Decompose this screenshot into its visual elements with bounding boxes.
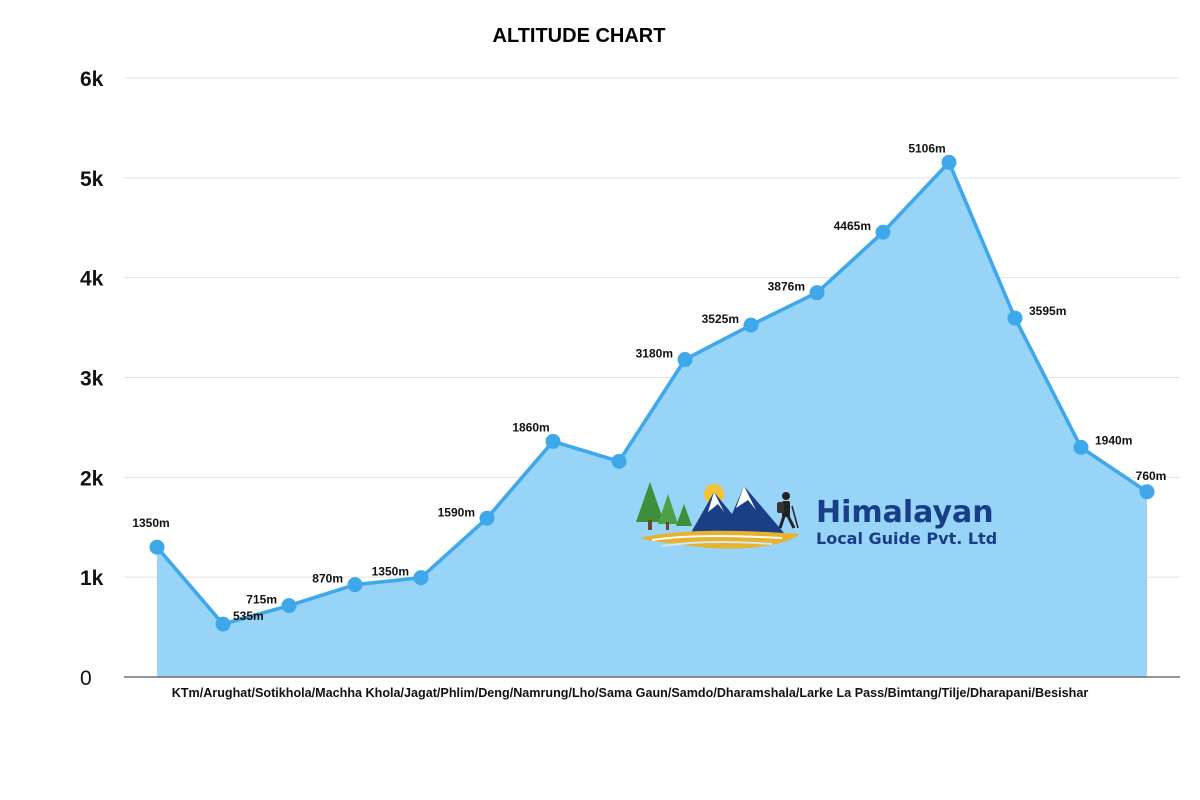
company-logo: Himalayan Local Guide Pvt. Ltd <box>636 482 997 549</box>
data-label: 1350m <box>132 516 169 530</box>
data-point <box>479 510 495 526</box>
data-point <box>809 285 825 301</box>
y-tick-label: 1k <box>80 567 104 590</box>
data-label: 3180m <box>636 347 673 361</box>
data-points <box>149 154 1155 632</box>
data-label: 5106m <box>908 141 945 155</box>
data-label: 760m <box>1136 469 1167 483</box>
chart-title: ALTITUDE CHART <box>493 25 666 47</box>
x-axis-labels: KTm/Arughat/Sotikhola/Machha Khola/Jagat… <box>172 686 1089 700</box>
series-line-layer <box>155 160 1149 626</box>
data-point <box>677 352 693 368</box>
data-label: 3876m <box>768 280 805 294</box>
data-point <box>941 154 957 170</box>
y-tick-label: 5k <box>80 168 104 191</box>
data-label: 1590m <box>438 505 475 519</box>
data-point <box>215 616 231 632</box>
data-point <box>875 224 891 240</box>
data-point <box>1007 310 1023 326</box>
data-label: 3525m <box>702 312 739 326</box>
data-point <box>611 453 627 469</box>
data-point <box>347 577 363 593</box>
y-tick-label: 0 <box>80 667 92 690</box>
area-fill <box>157 162 1147 678</box>
data-label: 715m <box>246 593 277 607</box>
y-tick-label: 4k <box>80 268 104 291</box>
logo-title: Himalayan <box>816 495 994 530</box>
y-tick-label: 2k <box>80 467 104 490</box>
trees-icon <box>636 482 692 530</box>
area-fill-layer <box>157 162 1147 678</box>
data-point <box>545 433 561 449</box>
y-tick-label: 3k <box>80 368 104 391</box>
mountain-icon <box>688 484 790 540</box>
river-icon <box>640 530 800 549</box>
data-label: 1940m <box>1095 433 1132 447</box>
data-label: 1350m <box>372 565 409 579</box>
data-point <box>281 598 297 614</box>
y-axis-ticks: 0 1k 2k 3k 4k 5k 6k <box>80 68 104 690</box>
hiker-icon <box>777 492 799 529</box>
data-label: 3595m <box>1029 304 1066 318</box>
data-label: 1860m <box>512 420 549 434</box>
data-label: 870m <box>312 572 343 586</box>
data-label: 4465m <box>834 219 871 233</box>
data-label: 535m <box>233 609 264 623</box>
series-line <box>155 160 1149 626</box>
data-point <box>413 570 429 586</box>
data-point <box>1073 439 1089 455</box>
logo-subtitle: Local Guide Pvt. Ltd <box>816 529 997 548</box>
data-point <box>149 539 165 555</box>
data-point <box>1139 484 1155 500</box>
data-labels: 1350m 535m 715m 870m 1350m 1590m 1860m 3180m 352… <box>132 141 1166 623</box>
data-point <box>743 317 759 333</box>
y-tick-label: 6k <box>80 68 104 91</box>
